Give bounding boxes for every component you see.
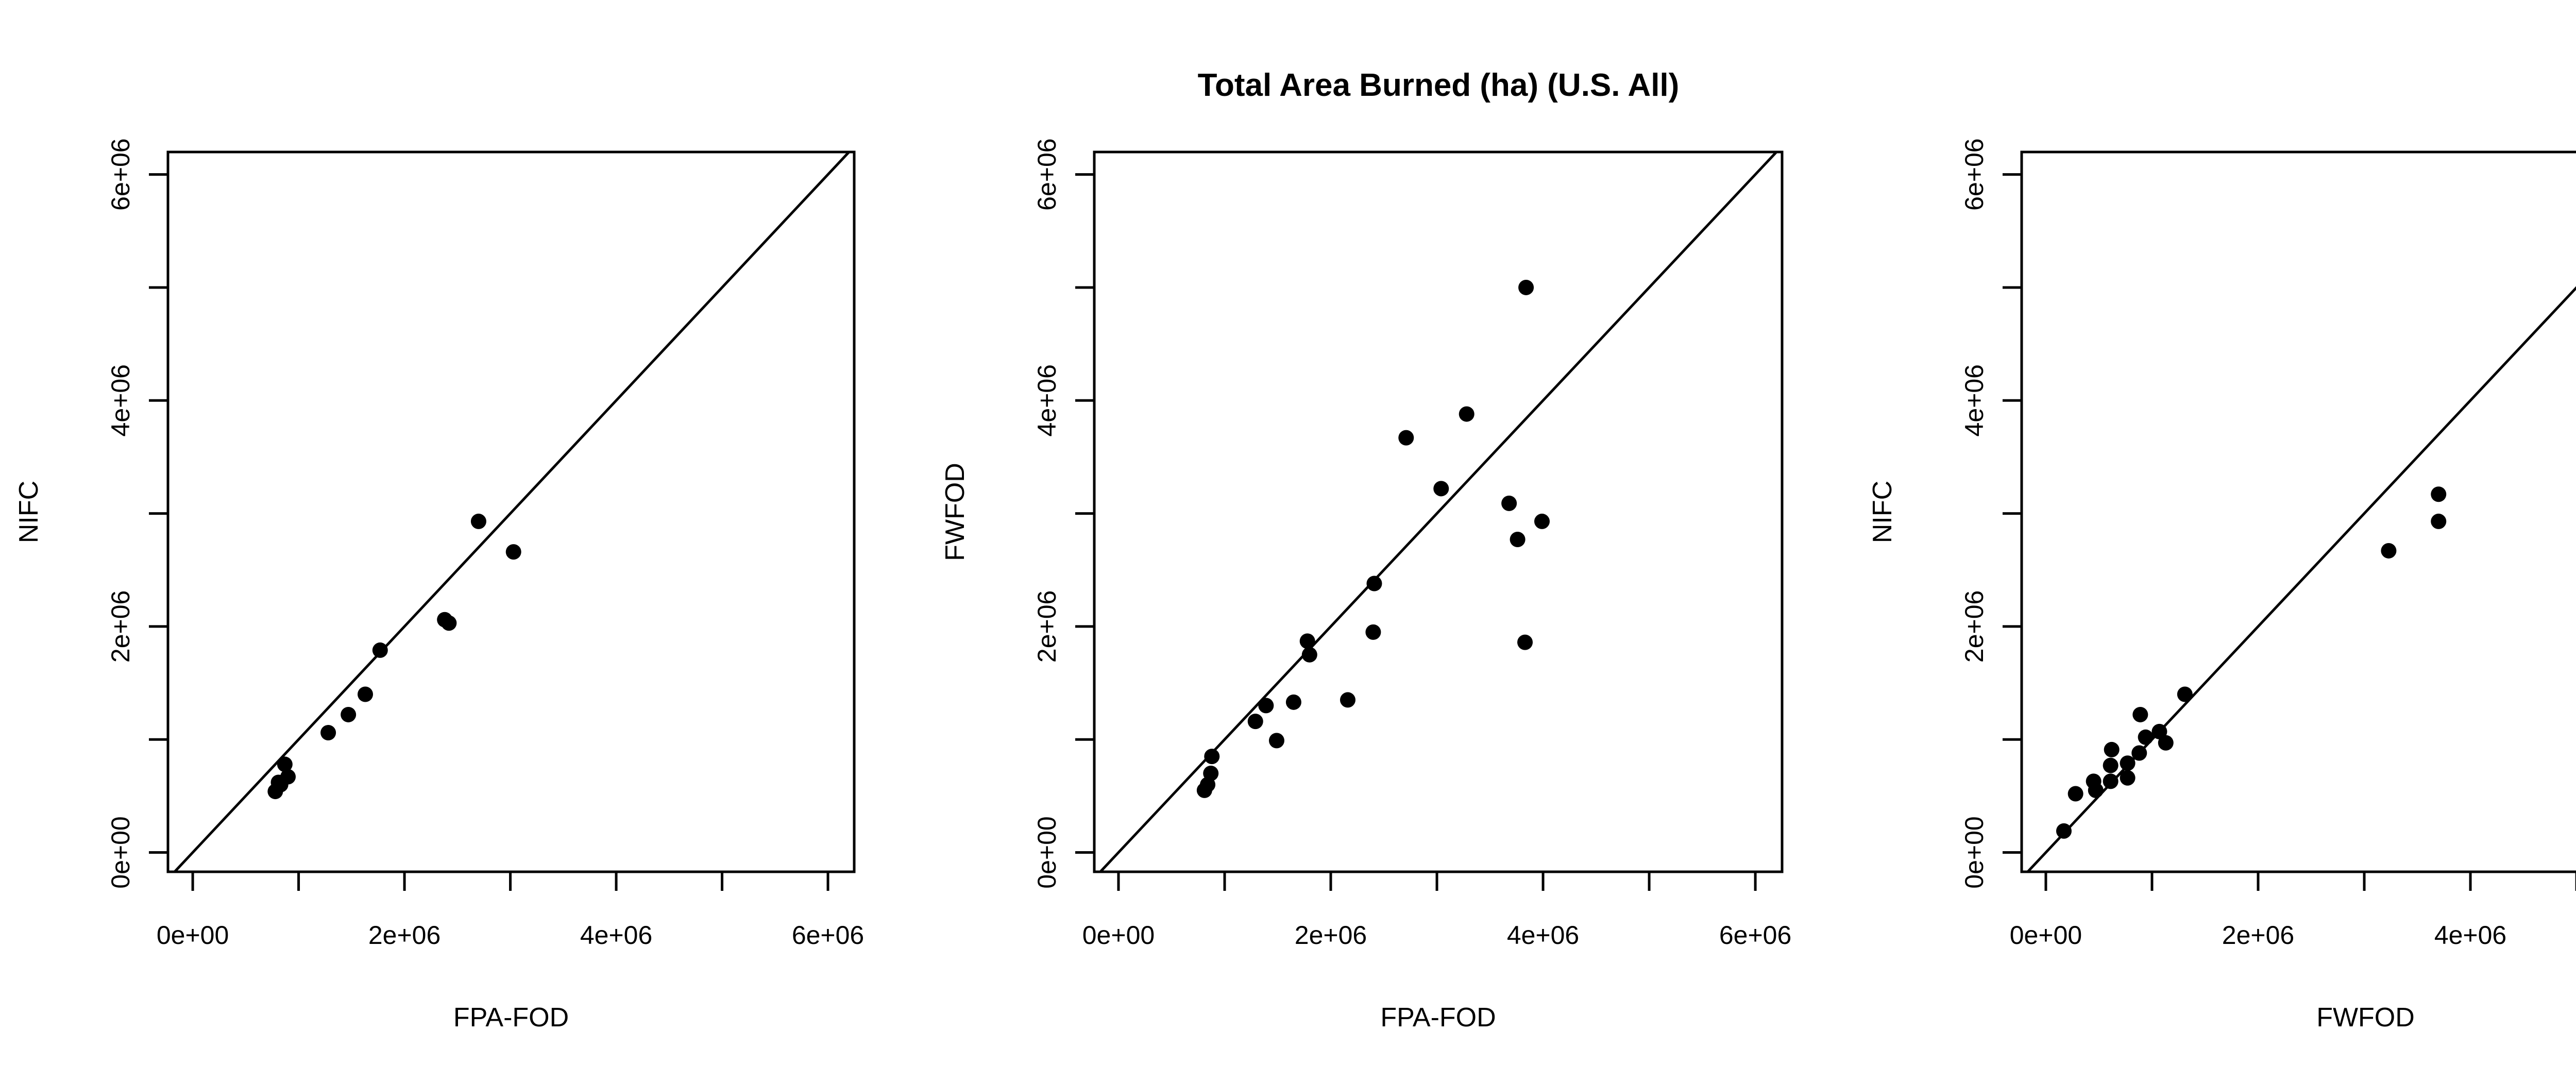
data-point (1203, 765, 1219, 781)
data-point (2381, 543, 2397, 559)
data-point (2177, 686, 2193, 702)
data-point (2158, 735, 2174, 751)
data-point (505, 544, 521, 560)
x-tick-label: 0e+00 (1082, 921, 1155, 950)
data-point (2431, 513, 2447, 529)
y-tick-label: 0e+00 (106, 816, 135, 888)
data-point (1398, 430, 1414, 446)
y-tick-label: 4e+06 (106, 364, 135, 436)
x-tick-label: 2e+06 (2222, 921, 2294, 950)
y-tick-label: 2e+06 (1032, 590, 1061, 663)
data-point (441, 615, 457, 631)
y-tick-label: 6e+06 (1960, 138, 1989, 210)
data-point (1247, 714, 1263, 730)
y-axis-label: NIFC (1868, 481, 1897, 543)
y-tick-label: 6e+06 (1032, 138, 1061, 210)
x-tick-label: 0e+00 (2010, 921, 2082, 950)
x-tick-label: 4e+06 (1507, 921, 1579, 950)
data-point (1340, 692, 1355, 708)
x-axis-label: FPA-FOD (453, 1003, 569, 1033)
scatter-panel-1: 0e+00 2e+06 4e+06 6e+06 0e+00 2e+06 4e+06 6e+06… (14, 138, 864, 1033)
data-point (2056, 823, 2072, 839)
y-tick-label: 2e+06 (1960, 590, 1989, 663)
data-point (2067, 786, 2083, 802)
scatter-panel-3: 0e+002e+064e+066e+060e+002e+064e+066e+06… (1868, 138, 2576, 1033)
x-axis-label: FPA-FOD (1380, 1003, 1496, 1033)
y-tick-label: 2e+06 (106, 590, 135, 663)
data-point (320, 725, 336, 741)
y-tick-label: 4e+06 (1960, 364, 1989, 436)
data-point (2104, 741, 2120, 757)
data-point (1366, 576, 1382, 591)
data-point (2120, 770, 2136, 786)
data-point (2103, 757, 2119, 773)
data-point (2088, 782, 2104, 798)
data-point (1285, 694, 1301, 710)
data-point (2132, 706, 2148, 722)
data-point (1459, 406, 1475, 422)
data-point (1204, 749, 1220, 765)
data-point (1268, 733, 1284, 749)
identity-line (1099, 151, 1777, 873)
x-tick-label: 0e+00 (157, 921, 229, 950)
x-tick-label: 2e+06 (1295, 921, 1367, 950)
data-point (1258, 698, 1274, 714)
data-point (2151, 723, 2167, 739)
chart-title: Total Area Burned (ha) (U.S. All) (1197, 67, 1680, 103)
y-tick-label: 4e+06 (1032, 364, 1061, 436)
y-tick-label: 6e+06 (106, 138, 135, 210)
x-tick-label: 4e+06 (580, 921, 652, 950)
data-point (372, 642, 388, 658)
data-point (1518, 279, 1534, 295)
x-tick-label: 6e+06 (792, 921, 864, 950)
scatter-panel-2: 0e+00 2e+06 4e+06 6e+06 0e+00 2e+06 4e+06 6e+06… (940, 138, 1791, 1033)
data-point (2138, 729, 2154, 745)
data-point (1433, 481, 1449, 497)
y-axis-label: NIFC (14, 481, 44, 543)
y-tick-label: 0e+00 (1032, 816, 1061, 888)
x-tick-label: 2e+06 (368, 921, 440, 950)
data-point (2120, 755, 2136, 771)
data-point (280, 769, 296, 785)
identity-line (174, 151, 850, 873)
x-tick-label: 6e+06 (1719, 921, 1791, 950)
data-point (1510, 532, 1526, 548)
data-point (1299, 633, 1315, 649)
data-point (470, 513, 486, 529)
x-tick-label: 4e+06 (2434, 921, 2506, 950)
data-point (277, 756, 293, 772)
data-point (1501, 495, 1517, 511)
y-axis-label: FWFOD (940, 463, 970, 561)
data-point (1534, 513, 1550, 529)
data-point (1301, 647, 1317, 663)
data-point (358, 686, 374, 702)
data-point (2431, 486, 2447, 502)
data-point (2131, 745, 2147, 761)
data-point (2103, 773, 2119, 789)
data-point (341, 706, 357, 722)
y-tick-label: 0e+00 (1960, 816, 1989, 888)
x-axis-label: FWFOD (2316, 1003, 2415, 1033)
data-point (1517, 634, 1533, 650)
data-point (1365, 624, 1381, 640)
